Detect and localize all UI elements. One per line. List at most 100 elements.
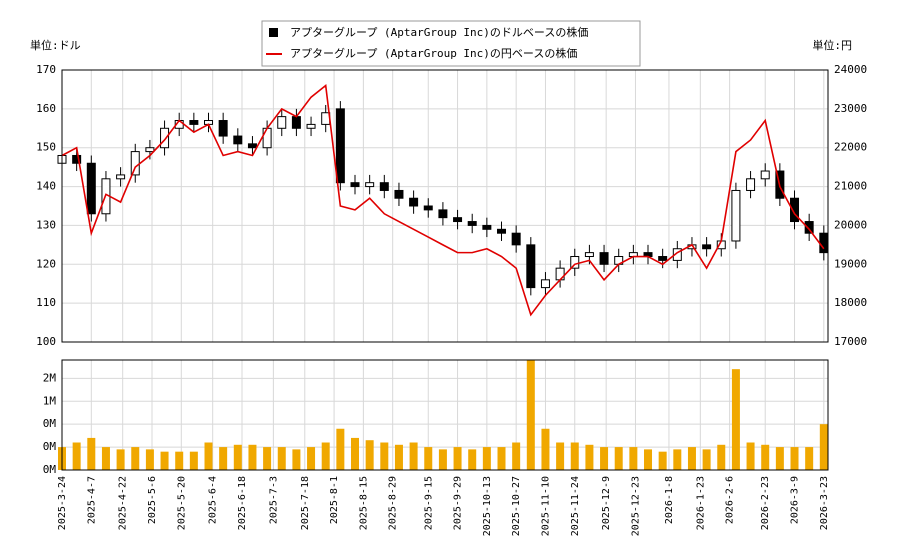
volume-bar (394, 444, 403, 470)
candle-body (658, 256, 668, 261)
volume-bar (497, 447, 506, 470)
x-tick-label: 2025-6-4 (208, 476, 219, 524)
candle-body (438, 209, 448, 219)
candle-body (804, 221, 814, 234)
volume-bar (541, 428, 550, 470)
y-tick-label: 140 (36, 180, 56, 193)
candle-body (277, 116, 287, 129)
volume-bar (731, 369, 740, 470)
volume-bar (702, 449, 711, 470)
volume-bar (468, 449, 477, 470)
candle-body (365, 182, 375, 188)
volume-bar (248, 444, 257, 470)
y2-tick-label: 23000 (834, 102, 867, 115)
volume-bar (145, 449, 154, 470)
x-tick-label: 2025-5-6 (147, 476, 158, 524)
candle-body (350, 182, 360, 188)
volume-bar (717, 444, 726, 470)
volume-bar (101, 447, 110, 470)
x-tick-label: 2025-9-15 (423, 476, 434, 530)
volume-bar (673, 449, 682, 470)
y2-tick-label: 21000 (834, 180, 867, 193)
y-tick-label: 1M (43, 394, 57, 407)
legend-label: アプターグループ (AptarGroup Inc)のドルベースの株価 (290, 25, 588, 39)
volume-bar (307, 447, 316, 470)
x-tick-label: 2025-7-18 (300, 476, 311, 530)
candle-body (731, 189, 741, 242)
volume-bar (570, 442, 579, 470)
volume-bar (585, 444, 594, 470)
volume-bar (131, 447, 140, 470)
y-tick-label: 0M (43, 440, 57, 453)
y-tick-label: 160 (36, 102, 56, 115)
volume-bar (424, 447, 433, 470)
candle-body (746, 178, 756, 191)
x-tick-label: 2025-4-7 (86, 476, 97, 524)
y2-tick-label: 17000 (834, 335, 867, 348)
x-tick-label: 2025-7-3 (268, 476, 279, 524)
candle-body (672, 248, 682, 261)
y-tick-label: 100 (36, 335, 56, 348)
candle-body (394, 189, 404, 199)
price-line (61, 84, 825, 317)
candle-body (570, 256, 580, 269)
candle-body (145, 147, 155, 153)
x-tick-label: 2025-9-29 (453, 476, 464, 530)
x-tick-label: 2025-8-29 (388, 476, 399, 530)
x-tick-label: 2025-8-1 (329, 476, 340, 524)
y-tick-label: 120 (36, 257, 56, 270)
candle-body (291, 116, 301, 129)
candle-body (335, 108, 345, 184)
volume-bar (805, 447, 814, 470)
candle-body (599, 252, 609, 265)
volume-bar (819, 424, 828, 470)
volume-bar (351, 437, 360, 470)
candle-body (160, 127, 170, 149)
candle-body (262, 127, 272, 149)
volume-bar (644, 449, 653, 470)
volume-bar (87, 437, 96, 470)
volume-bar (160, 451, 169, 470)
x-tick-label: 2025-3-24 (57, 476, 68, 530)
volume-bar (219, 447, 228, 470)
volume-bar (790, 447, 799, 470)
candle-body (379, 182, 389, 191)
candle-body (526, 244, 536, 289)
volume-bar (526, 360, 535, 470)
candle-body (702, 244, 712, 250)
volume-bar (512, 442, 521, 470)
candle-body (453, 217, 463, 223)
volume-bar (365, 440, 374, 470)
x-tick-label: 2025-11-10 (540, 476, 551, 536)
y-tick-label: 130 (36, 218, 56, 231)
x-tick-label: 2025-6-18 (237, 476, 248, 530)
volume-bar (189, 451, 198, 470)
volume-bar (380, 442, 389, 470)
y-unit: 単位:ドル (30, 38, 81, 52)
candle-body (423, 205, 433, 211)
volume-bar (687, 447, 696, 470)
x-tick-label: 2026-3-23 (819, 476, 830, 530)
volume-bar (263, 447, 272, 470)
volume-bar (761, 444, 770, 470)
volume-bar (453, 447, 462, 470)
x-tick-label: 2026-2-23 (760, 476, 771, 530)
candle-body (130, 151, 140, 176)
volume-bar (658, 451, 667, 470)
volume-bar (204, 442, 213, 470)
volume-bar (614, 447, 623, 470)
volume-bar (629, 447, 638, 470)
candle-body (218, 120, 228, 137)
volume-bar (556, 442, 565, 470)
plot-frame (61, 69, 829, 343)
candle-body (790, 197, 800, 223)
candle-body (540, 279, 550, 289)
candle-body (511, 232, 521, 246)
x-tick-label: 2025-12-9 (601, 476, 612, 530)
volume-bar (72, 442, 81, 470)
volume-bar (321, 442, 330, 470)
volume-bar (336, 428, 345, 470)
candle-body (819, 232, 829, 254)
legend-swatch (269, 28, 278, 37)
